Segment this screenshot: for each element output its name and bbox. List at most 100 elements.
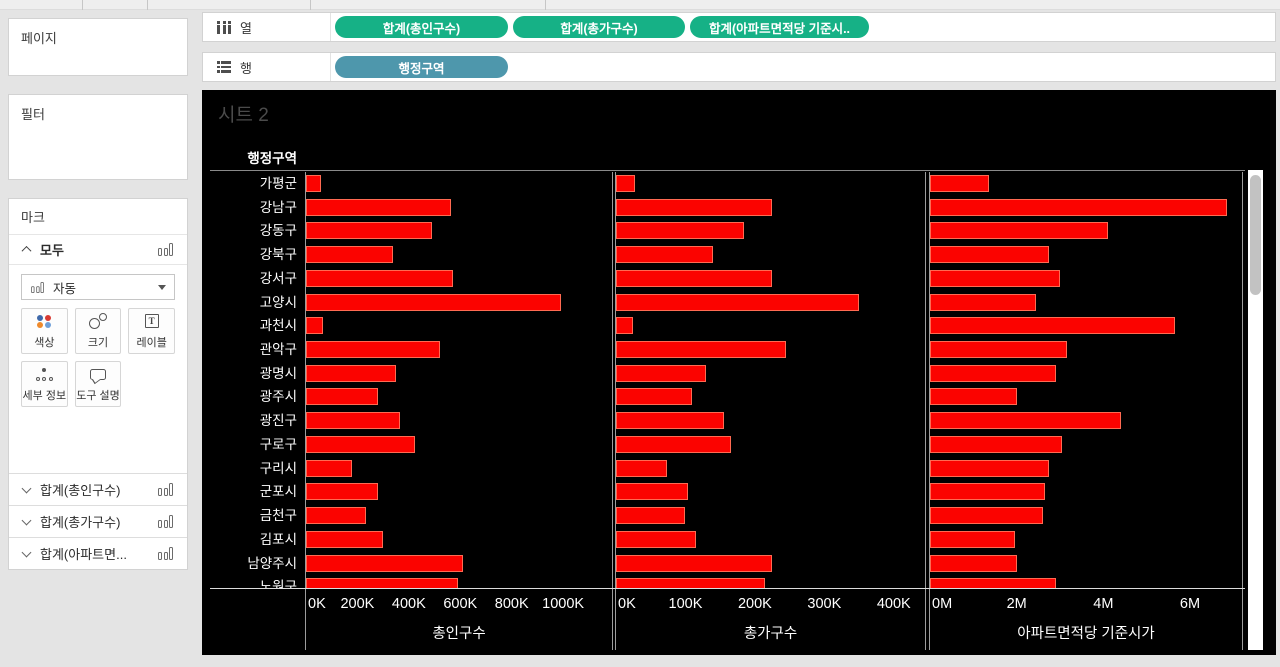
bar-mark[interactable] (306, 578, 458, 588)
bar-mark[interactable] (616, 293, 860, 311)
bar-mark[interactable] (616, 435, 731, 453)
label-button[interactable]: T 레이블 (128, 308, 175, 354)
row-label[interactable]: 구로구 (259, 436, 297, 452)
bar-mark[interactable] (616, 222, 745, 240)
bar-mark[interactable] (930, 388, 1017, 406)
row-label[interactable]: 광주시 (259, 389, 297, 405)
row-label[interactable]: 강북구 (259, 247, 297, 263)
bar-mark[interactable] (306, 435, 416, 453)
rows-shelf[interactable]: 행 행정구역 (202, 52, 1276, 82)
bar-mark[interactable] (930, 459, 1050, 477)
bar-mark[interactable] (306, 293, 561, 311)
row-label[interactable]: 군포시 (259, 484, 297, 500)
row-label[interactable]: 관악구 (259, 342, 297, 358)
row-label[interactable]: 과천시 (259, 318, 297, 334)
bar-mark[interactable] (930, 341, 1067, 359)
bar-mark[interactable] (930, 412, 1121, 430)
row-label[interactable]: 가평군 (259, 176, 297, 191)
bar-mark[interactable] (930, 530, 1015, 548)
bar-mark[interactable] (616, 554, 773, 572)
bar-mark[interactable] (306, 246, 394, 264)
bar-mark[interactable] (306, 175, 322, 192)
bar-mark[interactable] (306, 317, 323, 335)
bar-mark[interactable] (930, 364, 1056, 382)
axis-tick-label: 0K (618, 596, 636, 612)
column-pill[interactable]: 합계(총가구수) (513, 16, 685, 38)
bar-mark[interactable] (930, 554, 1017, 572)
bar-mark[interactable] (306, 459, 353, 477)
bar-mark[interactable] (616, 269, 773, 287)
bar-mark[interactable] (306, 341, 440, 359)
x-axis-line (210, 588, 1245, 589)
bar-mark[interactable] (306, 198, 452, 216)
bar-mark[interactable] (616, 198, 773, 216)
mark-field-label: 합계(총가구수) (40, 515, 121, 530)
bar-mark[interactable] (306, 530, 384, 548)
row-label[interactable]: 강남구 (259, 199, 297, 215)
bar-mark[interactable] (930, 222, 1108, 240)
mark-type-value: 자동 (53, 281, 77, 296)
bar-mark[interactable] (306, 388, 378, 406)
marks-all-row[interactable]: 모두 (9, 235, 187, 265)
bar-mark[interactable] (306, 483, 378, 501)
bar-mark[interactable] (930, 317, 1175, 335)
axis-tick-label: 0M (932, 596, 953, 612)
detail-button[interactable]: 세부 정보 (21, 361, 68, 407)
bar-mark[interactable] (306, 507, 367, 525)
bar-mark[interactable] (930, 435, 1063, 453)
rows-icon (217, 59, 231, 75)
bar-mark[interactable] (930, 578, 1056, 588)
row-dimension-header[interactable]: 행정구역 (247, 151, 297, 166)
bar-mark[interactable] (306, 412, 400, 430)
bar-mark[interactable] (616, 412, 724, 430)
tooltip-button[interactable]: 도구 설명 (74, 361, 122, 407)
row-label[interactable]: 남양주시 (247, 555, 297, 571)
row-label[interactable]: 광진구 (259, 413, 297, 429)
columns-shelf[interactable]: 열 합계(총인구수) 합계(총가구수) 합계(아파트면적당 기준시.. (202, 12, 1276, 42)
row-label[interactable]: 강서구 (259, 270, 297, 286)
bar-mark[interactable] (616, 317, 634, 335)
bar-mark[interactable] (306, 554, 463, 572)
bar-mark[interactable] (616, 507, 686, 525)
bar-mark[interactable] (930, 246, 1050, 264)
row-label[interactable]: 고양시 (259, 294, 297, 310)
mark-type-dropdown[interactable]: 자동 (21, 274, 175, 300)
bar-mark[interactable] (616, 483, 688, 501)
bar-mark[interactable] (616, 388, 693, 406)
label-icon: T (144, 312, 159, 330)
row-label[interactable]: 광명시 (259, 365, 297, 381)
bar-mark[interactable] (306, 269, 453, 287)
size-button[interactable]: 크기 (74, 308, 122, 354)
bar-mark[interactable] (616, 578, 766, 588)
bar-mark[interactable] (616, 530, 696, 548)
bar-mark[interactable] (306, 222, 432, 240)
row-label[interactable]: 김포시 (259, 531, 297, 547)
bar-mark[interactable] (616, 246, 714, 264)
bar-mark[interactable] (306, 364, 396, 382)
color-button[interactable]: 색상 (21, 308, 68, 354)
bar-mark[interactable] (616, 341, 787, 359)
row-label[interactable]: 강동구 (259, 223, 297, 239)
scrollbar-thumb[interactable] (1250, 175, 1261, 295)
mark-field-row[interactable]: 합계(총가구수) (9, 505, 187, 537)
filters-shelf[interactable]: 필터 (8, 94, 188, 180)
bar-mark[interactable] (930, 293, 1037, 311)
bar-mark[interactable] (930, 269, 1060, 287)
bar-mark[interactable] (616, 459, 667, 477)
bar-mark[interactable] (616, 175, 635, 192)
bar-mark[interactable] (616, 364, 707, 382)
bar-mark[interactable] (930, 175, 989, 192)
row-label[interactable]: 구리시 (259, 460, 297, 476)
mark-field-row[interactable]: 합계(총인구수) (9, 473, 187, 505)
mark-field-row[interactable]: 합계(아파트면... (9, 537, 187, 569)
row-pill[interactable]: 행정구역 (335, 56, 508, 78)
pages-shelf[interactable]: 페이지 (8, 18, 188, 76)
column-pill[interactable]: 합계(아파트면적당 기준시.. (690, 16, 869, 38)
bar-mark[interactable] (930, 198, 1227, 216)
row-label[interactable]: 금천구 (259, 508, 297, 524)
vertical-scrollbar[interactable] (1248, 170, 1263, 650)
column-pill[interactable]: 합계(총인구수) (335, 16, 508, 38)
row-label[interactable]: 노원구 (259, 579, 297, 588)
bar-mark[interactable] (930, 507, 1043, 525)
bar-mark[interactable] (930, 483, 1045, 501)
